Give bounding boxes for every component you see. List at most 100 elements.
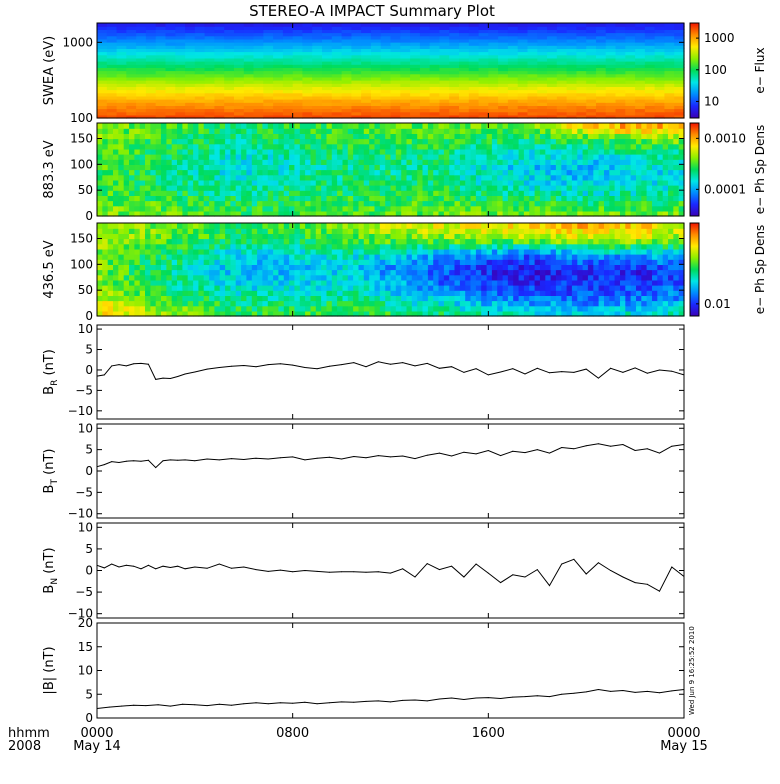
heatmap-pad883-cell	[652, 159, 658, 165]
heatmap-pad436-cell	[412, 275, 418, 281]
heatmap-swea-cell	[645, 23, 655, 27]
heatmap-pad436-cell	[177, 270, 183, 276]
heatmap-pad883-cell	[150, 180, 156, 186]
heatmap-pad883-cell	[647, 195, 653, 201]
heatmap-pad436-cell	[102, 285, 108, 291]
heatmap-pad436-cell	[327, 270, 333, 276]
heatmap-pad883-cell	[460, 123, 466, 129]
heatmap-pad436-cell	[316, 259, 322, 265]
heatmap-pad883-cell	[615, 170, 621, 176]
heatmap-pad883-cell	[294, 139, 300, 145]
heatmap-pad883-cell	[262, 201, 268, 207]
heatmap-pad883-cell	[588, 206, 594, 212]
heatmap-pad883-cell	[439, 164, 445, 170]
heatmap-pad883-cell	[401, 185, 407, 191]
colorbar-swea-label: e− Flux	[753, 47, 767, 93]
heatmap-pad436-cell	[332, 270, 338, 276]
heatmap-pad436-cell	[444, 295, 450, 301]
heatmap-pad436-cell	[625, 301, 631, 307]
heatmap-pad436-cell	[327, 306, 333, 312]
heatmap-pad883-cell	[535, 180, 541, 186]
heatmap-pad883-cell	[262, 195, 268, 201]
heatmap-pad883-cell	[449, 206, 455, 212]
heatmap-pad436-cell	[102, 259, 108, 265]
heatmap-pad883-cell	[289, 170, 295, 176]
heatmap-pad883-cell	[278, 180, 284, 186]
heatmap-pad883-cell	[417, 133, 423, 139]
heatmap-pad883-cell	[188, 180, 194, 186]
heatmap-pad436-cell	[385, 285, 391, 291]
heatmap-pad436-cell	[359, 306, 365, 312]
heatmap-pad436-cell	[396, 264, 402, 270]
heatmap-pad436-cell	[577, 290, 583, 296]
heatmap-pad436-cell	[108, 295, 114, 301]
heatmap-pad883-cell	[278, 175, 284, 181]
heatmap-pad883-cell	[471, 201, 477, 207]
heatmap-swea-cell	[185, 23, 195, 27]
heatmap-pad883-cell	[508, 170, 514, 176]
heatmap-pad436-cell	[535, 280, 541, 286]
heatmap-pad436-cell	[124, 264, 130, 270]
heatmap-pad436-cell	[289, 264, 295, 270]
heatmap-pad436-cell	[481, 290, 487, 296]
heatmap-pad436-cell	[540, 285, 546, 291]
heatmap-pad436-cell	[465, 306, 471, 312]
heatmap-pad883-cell	[289, 128, 295, 134]
heatmap-pad883-cell	[129, 149, 135, 155]
heatmap-pad436-cell	[396, 301, 402, 307]
heatmap-pad436-cell	[225, 259, 231, 265]
heatmap-pad883-cell	[380, 123, 386, 129]
heatmap-pad436-cell	[652, 290, 658, 296]
heatmap-pad883-cell	[540, 133, 546, 139]
heatmap-pad883-cell	[551, 164, 557, 170]
heatmap-pad436-cell	[412, 295, 418, 301]
heatmap-pad436-cell	[118, 285, 124, 291]
heatmap-pad436-cell	[177, 259, 183, 265]
heatmap-pad436-cell	[284, 259, 290, 265]
heatmap-pad436-cell	[209, 280, 215, 286]
heatmap-pad883-cell	[369, 175, 375, 181]
heatmap-pad883-cell	[161, 123, 167, 129]
heatmap-pad883-cell	[444, 180, 450, 186]
heatmap-pad436-cell	[273, 285, 279, 291]
heatmap-pad436-cell	[615, 290, 621, 296]
heatmap-pad436-cell	[428, 301, 434, 307]
heatmap-pad883-cell	[327, 128, 333, 134]
heatmap-pad436-cell	[262, 259, 268, 265]
heatmap-pad436-cell	[615, 264, 621, 270]
heatmap-pad883-cell	[503, 149, 509, 155]
heatmap-pad883-cell	[161, 154, 167, 160]
heatmap-pad883-cell	[332, 175, 338, 181]
heatmap-swea-cell	[97, 23, 107, 27]
heatmap-pad436-cell	[262, 264, 268, 270]
heatmap-pad883-cell	[252, 149, 258, 155]
heatmap-pad883-cell	[417, 149, 423, 155]
heatmap-pad436-cell	[545, 306, 551, 312]
heatmap-pad883-cell	[294, 206, 300, 212]
heatmap-pad883-cell	[204, 128, 210, 134]
heatmap-pad436-cell	[636, 290, 642, 296]
heatmap-pad883-cell	[487, 154, 493, 160]
heatmap-pad883-cell	[145, 206, 151, 212]
heatmap-pad883-cell	[417, 201, 423, 207]
heatmap-pad883-cell	[593, 144, 599, 150]
heatmap-pad883-cell	[417, 170, 423, 176]
heatmap-pad883-cell	[572, 139, 578, 145]
heatmap-pad436-cell	[636, 295, 642, 301]
heatmap-pad883-cell	[535, 159, 541, 165]
heatmap-pad883-cell	[588, 180, 594, 186]
heatmap-pad883-cell	[567, 170, 573, 176]
heatmap-pad883-cell	[172, 201, 178, 207]
heatmap-pad436-cell	[284, 301, 290, 307]
heatmap-pad436-cell	[455, 290, 461, 296]
heatmap-pad883-cell	[588, 128, 594, 134]
heatmap-pad883-cell	[316, 133, 322, 139]
heatmap-pad436-cell	[246, 275, 252, 281]
heatmap-pad883-cell	[220, 185, 226, 191]
heatmap-pad883-cell	[327, 175, 333, 181]
heatmap-pad883-cell	[166, 159, 172, 165]
heatmap-pad883-cell	[97, 201, 103, 207]
heatmap-pad883-cell	[556, 195, 562, 201]
heatmap-pad883-cell	[102, 154, 108, 160]
heatmap-pad883-cell	[540, 195, 546, 201]
